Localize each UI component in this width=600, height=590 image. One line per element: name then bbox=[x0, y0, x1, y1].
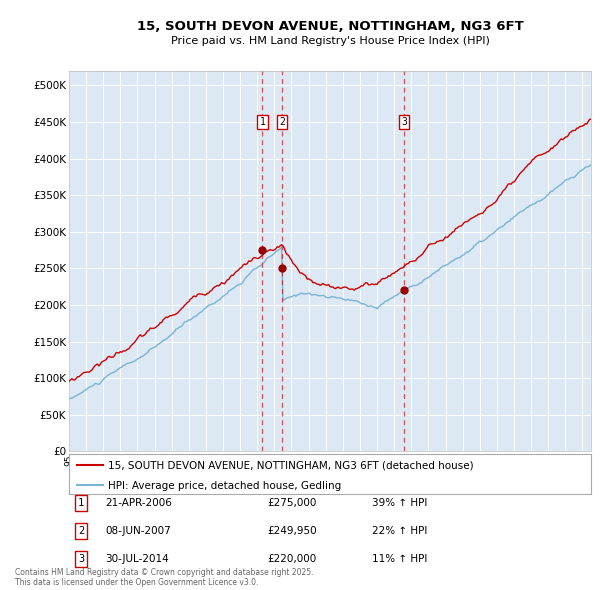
Text: 3: 3 bbox=[78, 555, 84, 564]
Text: 2: 2 bbox=[78, 526, 84, 536]
Text: HPI: Average price, detached house, Gedling: HPI: Average price, detached house, Gedl… bbox=[108, 481, 341, 491]
Text: Contains HM Land Registry data © Crown copyright and database right 2025.
This d: Contains HM Land Registry data © Crown c… bbox=[15, 568, 314, 587]
Text: £249,950: £249,950 bbox=[267, 526, 317, 536]
Text: 39% ↑ HPI: 39% ↑ HPI bbox=[372, 498, 427, 507]
Text: £275,000: £275,000 bbox=[267, 498, 316, 507]
Text: 22% ↑ HPI: 22% ↑ HPI bbox=[372, 526, 427, 536]
Text: 15, SOUTH DEVON AVENUE, NOTTINGHAM, NG3 6FT: 15, SOUTH DEVON AVENUE, NOTTINGHAM, NG3 … bbox=[137, 20, 523, 33]
Text: 3: 3 bbox=[401, 117, 407, 127]
Text: 1: 1 bbox=[78, 498, 84, 507]
Text: 1: 1 bbox=[259, 117, 265, 127]
Text: 21-APR-2006: 21-APR-2006 bbox=[105, 498, 172, 507]
Text: Price paid vs. HM Land Registry's House Price Index (HPI): Price paid vs. HM Land Registry's House … bbox=[170, 37, 490, 46]
Text: 30-JUL-2014: 30-JUL-2014 bbox=[105, 555, 169, 564]
Text: 15, SOUTH DEVON AVENUE, NOTTINGHAM, NG3 6FT (detached house): 15, SOUTH DEVON AVENUE, NOTTINGHAM, NG3 … bbox=[108, 461, 474, 471]
Text: 2: 2 bbox=[279, 117, 285, 127]
Text: 11% ↑ HPI: 11% ↑ HPI bbox=[372, 555, 427, 564]
Text: 08-JUN-2007: 08-JUN-2007 bbox=[105, 526, 171, 536]
Text: £220,000: £220,000 bbox=[267, 555, 316, 564]
